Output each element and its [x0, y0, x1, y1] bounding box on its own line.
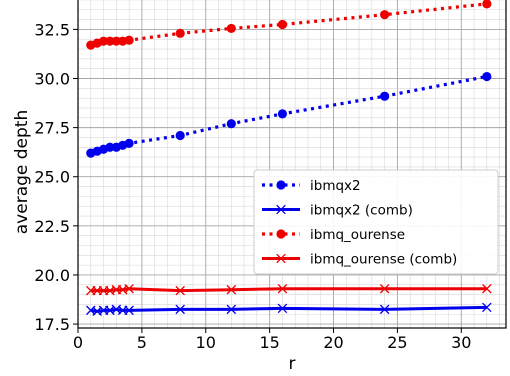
- x-tick-label: 5: [137, 333, 147, 352]
- x-axis-label: r: [289, 354, 296, 374]
- legend-swatch-marker: [276, 180, 286, 190]
- x-tick-label: 20: [323, 333, 343, 352]
- ticks-layer: 0 5 10 15 20 25 30 17.5 20.0 22.5 25.0 27.5 30.0 32.5: [34, 20, 471, 352]
- series-2-point: [111, 36, 121, 46]
- x-tick-label: 10: [196, 333, 216, 352]
- legend-swatch-marker: [276, 204, 286, 215]
- series-1-point: [175, 304, 185, 315]
- y-axis-label: average depth: [12, 110, 32, 234]
- series-0-point: [105, 142, 115, 152]
- series-0-point: [226, 119, 236, 129]
- legend-box: [253, 169, 499, 275]
- y-tick-label: 27.5: [34, 119, 70, 138]
- series-1-point: [379, 304, 390, 315]
- legend: ibmqx2 ibmqx2 (comb) ibmq_ourense ibmq_oure…: [253, 169, 499, 275]
- series-2-point: [124, 35, 134, 45]
- y-tick-label: 22.5: [34, 217, 70, 236]
- legend-label: ibmqx2 (comb): [310, 203, 413, 219]
- series-3-point: [379, 283, 390, 294]
- series-3-point: [124, 283, 134, 294]
- series-1-point: [226, 304, 237, 315]
- series-line-2: [90, 2, 488, 47]
- legend-label: ibmqx2: [310, 178, 361, 194]
- series-line-3: [90, 287, 487, 293]
- series-0-point: [380, 91, 390, 101]
- series-2-point: [226, 23, 236, 34]
- legend-label: ibmq_ourense: [310, 227, 405, 243]
- x-tick-label: 15: [259, 333, 279, 352]
- series-1-point: [277, 303, 288, 314]
- series-3-point: [226, 284, 237, 295]
- series-2-point: [175, 28, 185, 38]
- series-2-point: [105, 36, 115, 46]
- series-1-point: [482, 302, 492, 313]
- y-tick-label: 25.0: [34, 168, 70, 187]
- y-tick-label: 17.5: [34, 315, 70, 334]
- series-2-point: [380, 10, 390, 20]
- plot-frame: [77, 0, 507, 329]
- series-2-point: [98, 36, 109, 46]
- x-tick-label: 0: [73, 333, 83, 352]
- legend-swatch-marker: [276, 229, 286, 239]
- series-0-point: [175, 130, 185, 141]
- series-1-point: [124, 305, 134, 316]
- y-tick-label: 32.5: [34, 20, 70, 39]
- series-layer: [86, 0, 492, 317]
- series-3-point: [175, 285, 185, 296]
- series-0-point: [482, 71, 492, 82]
- series-3-point: [277, 283, 288, 294]
- series-3-point: [482, 283, 492, 294]
- x-tick-label: 30: [451, 333, 471, 352]
- legend-label: ibmq_ourense (comb): [310, 252, 457, 268]
- series-0-point: [124, 138, 134, 148]
- legend-swatch-marker: [276, 253, 286, 264]
- x-tick-label: 25: [387, 333, 407, 352]
- y-tick-label: 30.0: [34, 70, 70, 89]
- series-2-point: [482, 0, 492, 9]
- series-0-point: [277, 109, 288, 119]
- y-tick-label: 20.0: [34, 266, 70, 285]
- series-2-point: [277, 19, 288, 30]
